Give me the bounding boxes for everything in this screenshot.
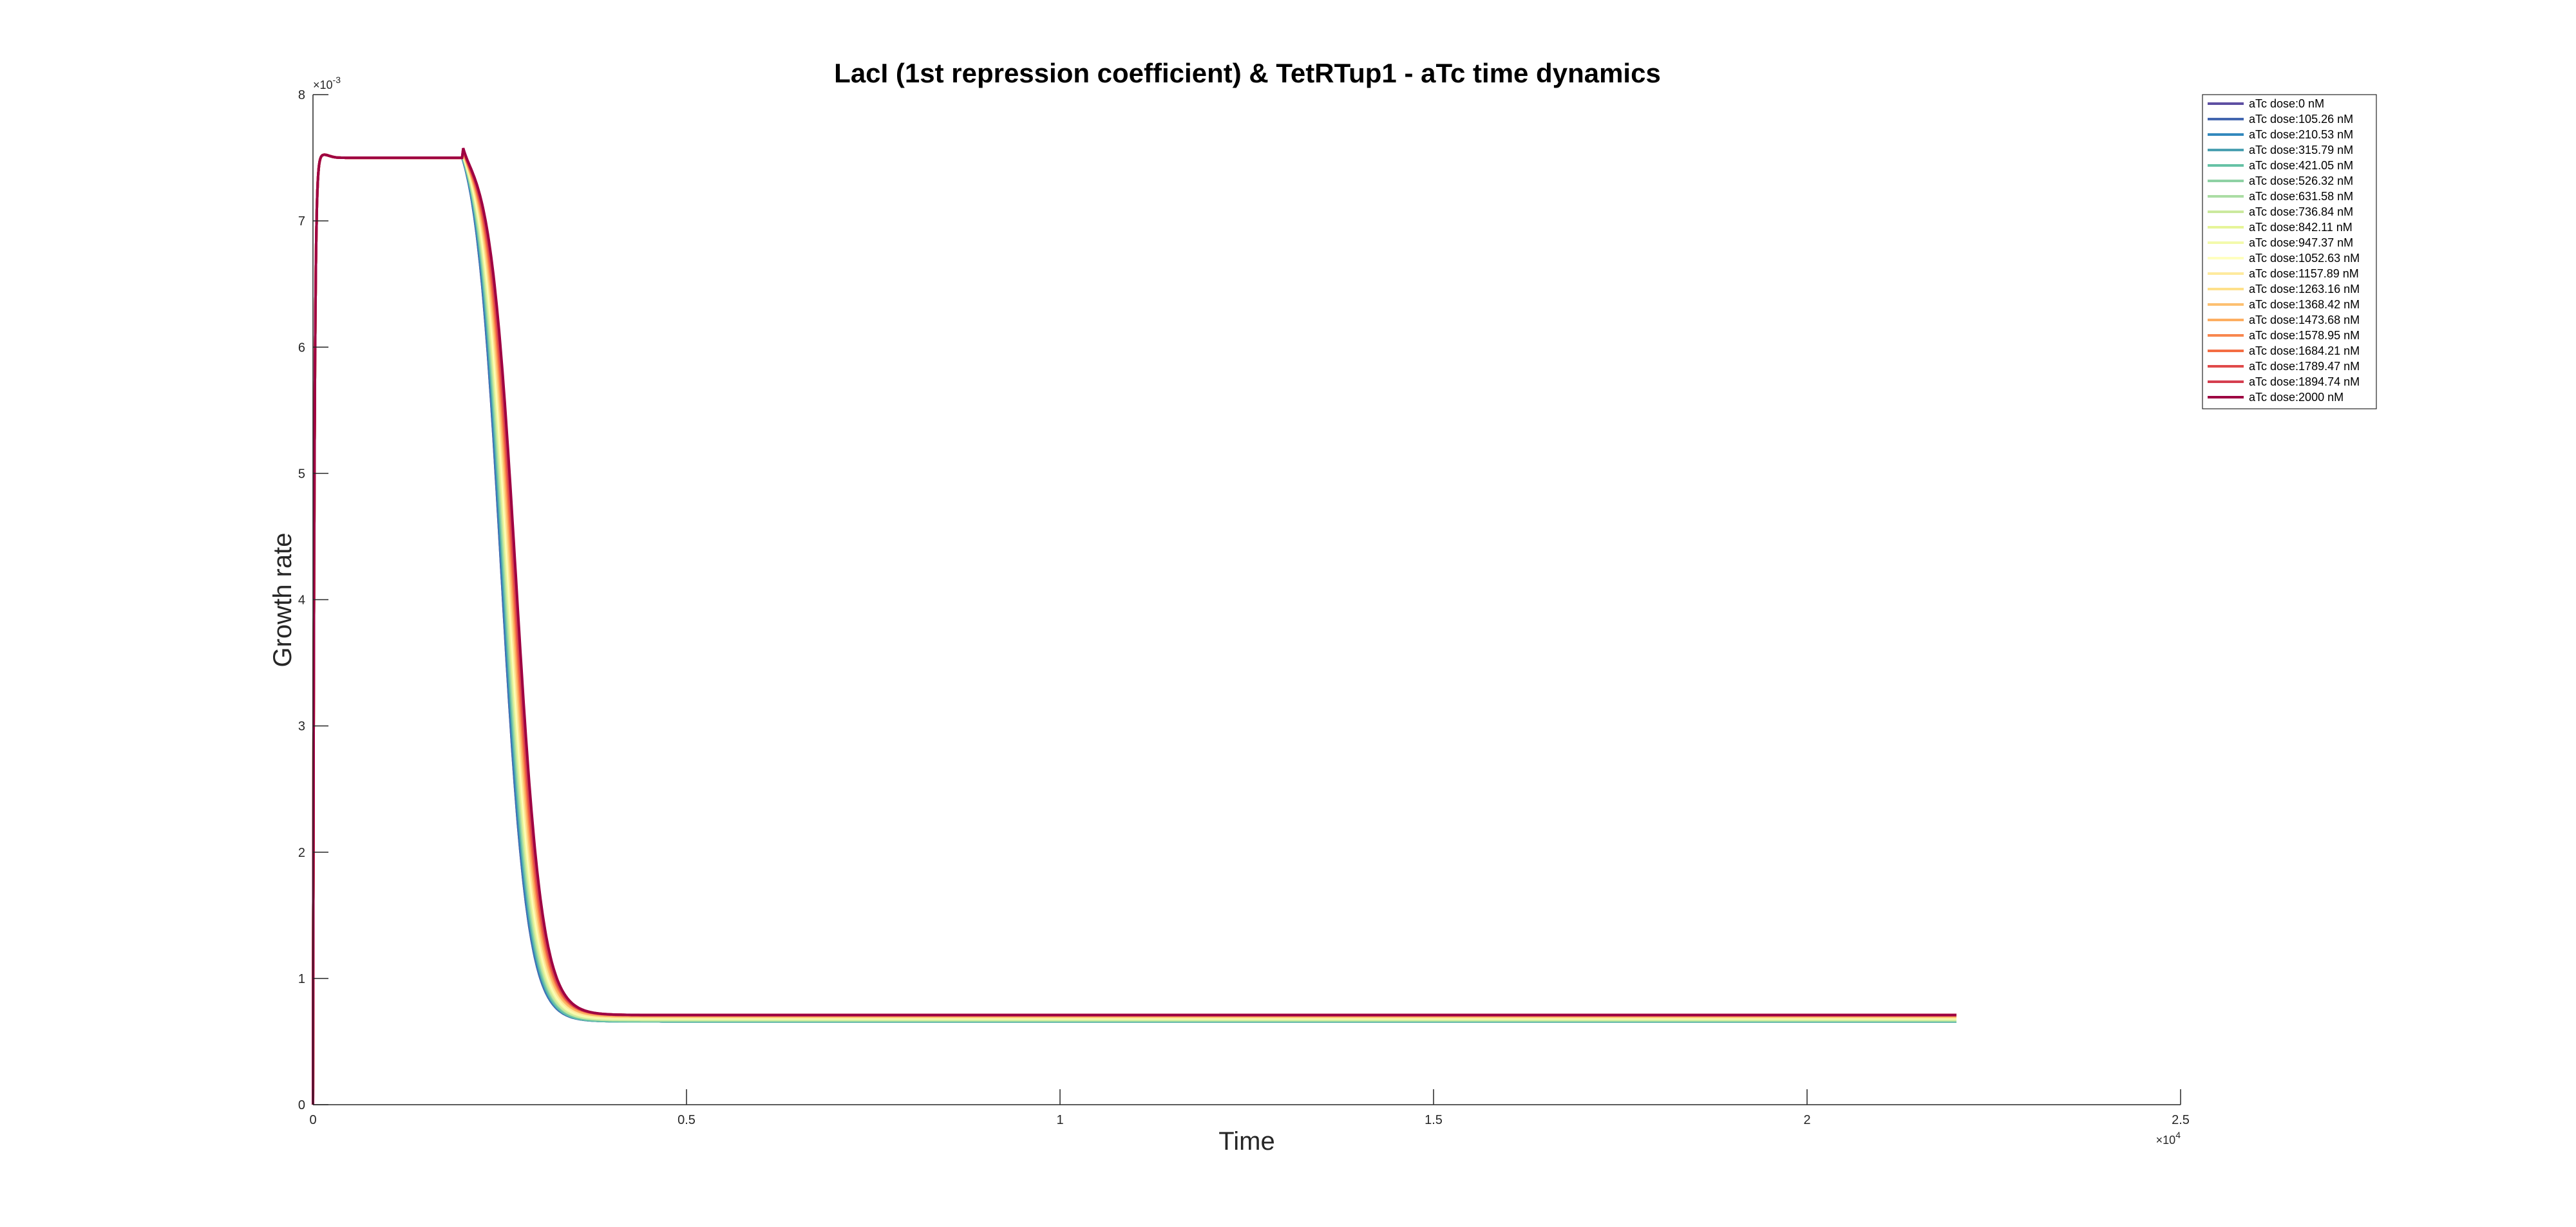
legend-label: aTc dose:1473.68 nM: [2249, 314, 2360, 326]
series-line: [312, 153, 1956, 1105]
y-exponent-label: ×10-3: [313, 75, 341, 91]
legend-label: aTc dose:526.32 nM: [2249, 174, 2353, 187]
series-line: [312, 153, 1956, 1105]
x-exponent-label: ×104: [2156, 1130, 2181, 1147]
x-axis-label: Time: [1218, 1127, 1274, 1156]
x-tick-label: 2.5: [2172, 1113, 2190, 1127]
x-tick-label: 1: [1056, 1113, 1063, 1127]
legend-label: aTc dose:421.05 nM: [2249, 159, 2353, 172]
chart-title: LacI (1st repression coefficient) & TetR…: [834, 58, 1661, 88]
series-line: [312, 151, 1956, 1105]
legend-label: aTc dose:1052.63 nM: [2249, 252, 2360, 265]
series-line: [312, 153, 1956, 1105]
x-ticks: 0 0.5 1 1.5 2 2.5: [309, 1089, 2190, 1127]
y-tick-label: 1: [298, 972, 305, 986]
y-axis-label: Growth rate: [269, 533, 297, 668]
series-line: [312, 152, 1956, 1105]
legend-label: aTc dose:1684.21 nM: [2249, 344, 2360, 357]
y-exponent-power: -3: [333, 75, 341, 85]
legend-label: aTc dose:1263.16 nM: [2249, 283, 2360, 295]
series-line: [312, 147, 1956, 1105]
legend: aTc dose:0 nM aTc dose:105.26 nM aTc dose:…: [2202, 94, 2377, 409]
legend-label: aTc dose:1578.95 nM: [2249, 329, 2360, 342]
legend-box: [2202, 94, 2377, 409]
legend-label: aTc dose:315.79 nM: [2249, 144, 2353, 156]
series-line: [312, 153, 1956, 1105]
y-tick-label: 7: [298, 214, 305, 229]
series-line: [312, 153, 1956, 1105]
y-ticks: 0 1 2 3 4 5 6 7 8: [298, 88, 328, 1112]
y-tick-label: 2: [298, 846, 305, 860]
series-line: [312, 151, 1956, 1105]
legend-label: aTc dose:1894.74 nM: [2249, 375, 2360, 388]
y-exponent-base: ×10: [313, 79, 333, 91]
x-tick-label: 0.5: [677, 1113, 696, 1127]
y-tick-label: 6: [298, 341, 305, 355]
legend-label: aTc dose:2000 nM: [2249, 391, 2344, 404]
series-line: [312, 148, 1956, 1105]
x-exponent-power: 4: [2175, 1130, 2181, 1140]
series-line: [312, 149, 1956, 1105]
legend-label: aTc dose:736.84 nM: [2249, 205, 2353, 218]
legend-label: aTc dose:210.53 nM: [2249, 128, 2353, 141]
legend-label: aTc dose:842.11 nM: [2249, 221, 2353, 234]
y-tick-label: 0: [298, 1098, 305, 1112]
series-line: [312, 147, 1956, 1105]
series-line: [312, 149, 1956, 1105]
legend-label: aTc dose:1368.42 nM: [2249, 298, 2360, 311]
plot-lines: [312, 147, 1956, 1105]
x-exponent-base: ×10: [2156, 1134, 2176, 1147]
y-tick-label: 3: [298, 720, 305, 734]
legend-label: aTc dose:947.37 nM: [2249, 236, 2353, 249]
series-line: [312, 153, 1956, 1105]
series-line: [312, 151, 1956, 1105]
series-line: [312, 149, 1956, 1105]
y-tick-label: 4: [298, 594, 305, 608]
y-tick-label: 5: [298, 467, 305, 481]
series-line: [312, 149, 1956, 1105]
legend-label: aTc dose:105.26 nM: [2249, 113, 2353, 126]
legend-label: aTc dose:1789.47 nM: [2249, 360, 2360, 373]
series-line: [312, 153, 1956, 1105]
series-line: [312, 150, 1956, 1105]
legend-label: aTc dose:1157.89 nM: [2249, 267, 2359, 280]
legend-label: aTc dose:631.58 nM: [2249, 190, 2353, 203]
x-tick-label: 1.5: [1425, 1113, 1443, 1127]
y-tick-label: 8: [298, 88, 305, 102]
x-tick-label: 0: [309, 1113, 316, 1127]
legend-label: aTc dose:0 nM: [2249, 97, 2324, 110]
x-tick-label: 2: [1803, 1113, 1810, 1127]
series-line: [312, 153, 1956, 1105]
